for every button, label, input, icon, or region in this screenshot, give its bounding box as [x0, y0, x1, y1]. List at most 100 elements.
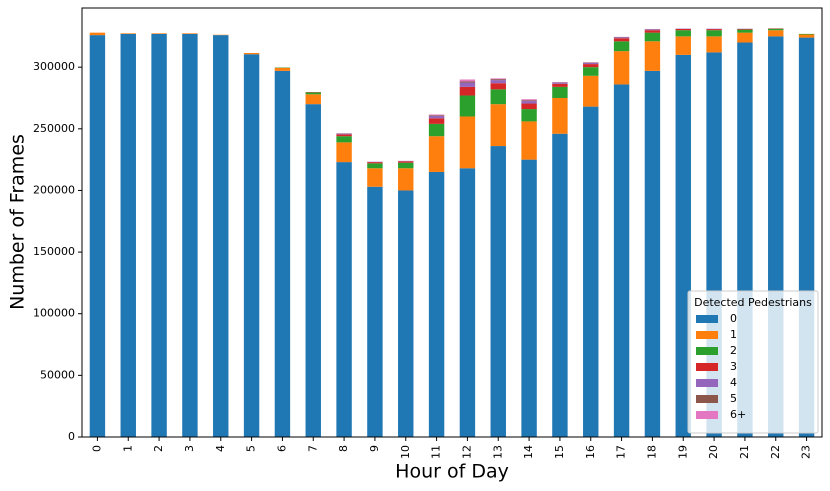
x-tick-label: 16 [584, 445, 597, 459]
x-tick-label: 1 [121, 445, 134, 452]
bar-segment [428, 171, 445, 437]
bar-segment [459, 86, 476, 96]
bar-segment [521, 109, 537, 122]
bar-segment [459, 95, 476, 117]
legend-title: Detected Pedestrians [694, 296, 812, 309]
x-tick-label: 4 [214, 445, 227, 452]
bar-segment [367, 163, 383, 169]
bar-segment [305, 94, 321, 105]
legend-swatch [696, 411, 718, 419]
bar-segment [521, 103, 537, 110]
bar-segment [428, 123, 445, 137]
bar-segment [490, 89, 506, 105]
bar-segment [459, 82, 476, 87]
bar-segment [398, 161, 414, 163]
x-tick-label: 0 [90, 445, 103, 452]
bar-segment [737, 29, 753, 33]
bar-segment [305, 104, 321, 437]
bar-segment [151, 33, 167, 34]
bar-segment [428, 114, 445, 116]
legend-swatch [696, 379, 718, 387]
bar-segment [644, 29, 661, 31]
x-tick-label: 23 [800, 445, 813, 459]
bar-segment [398, 168, 414, 191]
y-tick-label: 200000 [33, 183, 75, 196]
bar-segment [398, 162, 414, 169]
bar-segment [490, 83, 506, 90]
bar-segment [706, 30, 722, 37]
bar-segment [737, 32, 753, 43]
bar-segment [768, 30, 784, 37]
legend-swatch [696, 347, 718, 355]
y-tick-label: 250000 [33, 122, 75, 135]
bar-segment [521, 100, 537, 102]
bar-segment [644, 30, 661, 33]
bar-segment [428, 118, 445, 124]
bar-segment [675, 54, 691, 438]
y-axis-title: Number of Frames [7, 134, 29, 310]
legend-label: 4 [730, 376, 737, 389]
y-tick-label: 300000 [33, 60, 75, 73]
legend-label: 1 [730, 328, 737, 341]
x-tick-label: 15 [553, 445, 566, 459]
legend-label: 3 [730, 360, 737, 373]
x-tick-label: 12 [460, 445, 473, 459]
bar-segment [644, 70, 661, 437]
bar-segment [521, 101, 537, 104]
y-tick-label: 0 [68, 430, 75, 443]
bar-segment [336, 162, 352, 437]
bar-segment [274, 67, 291, 71]
bar-segment [151, 33, 167, 437]
bar-segment [583, 106, 599, 437]
bar-segment [706, 29, 722, 31]
legend-swatch [696, 363, 718, 371]
bar-segment [675, 36, 691, 55]
bar-segment [213, 35, 229, 437]
bar-segment [243, 52, 260, 55]
bar-segment [459, 116, 476, 169]
bar-segment [798, 34, 815, 38]
x-tick-label: 18 [645, 445, 658, 459]
x-tick-label: 6 [275, 445, 288, 452]
legend-label: 0 [730, 312, 737, 325]
bar-segment [737, 28, 753, 30]
x-tick-label: 14 [522, 445, 535, 459]
bar-segment [336, 142, 352, 163]
x-tick-label: 22 [769, 445, 782, 459]
bar-segment [243, 54, 260, 437]
bar-segment [367, 162, 383, 164]
bar-segment [120, 33, 136, 437]
legend-label: 5 [730, 392, 737, 405]
bar-segment [675, 30, 691, 37]
x-axis-title: Hour of Day [395, 461, 509, 483]
bar-segment [613, 41, 630, 52]
bar-segment [336, 134, 352, 137]
bar-segment [428, 136, 445, 172]
x-tick-label: 21 [738, 445, 751, 459]
bar-segment [675, 28, 691, 31]
bar-segment [583, 75, 599, 107]
y-tick-label: 100000 [33, 307, 75, 320]
y-tick-label: 50000 [40, 368, 75, 381]
bar-segment [367, 168, 383, 187]
bar-segment [182, 33, 198, 34]
bar-segment [521, 99, 537, 101]
bar-segment [305, 92, 321, 95]
x-tick-label: 5 [245, 445, 258, 452]
legend-label: 2 [730, 344, 737, 357]
bar-segment [521, 121, 537, 160]
bar-segment [552, 83, 568, 87]
bar-segment [490, 104, 506, 147]
bar-segment [583, 64, 599, 68]
x-tick-label: 20 [707, 445, 720, 459]
bar-segment [798, 33, 815, 35]
bar-segment [613, 51, 630, 85]
bar-segment [552, 97, 568, 134]
bar-segment [336, 133, 352, 135]
bar-segment [613, 37, 630, 39]
legend-swatch [696, 395, 718, 403]
bar-segment [182, 33, 198, 437]
x-tick-label: 10 [399, 445, 412, 459]
plot-frame [81, 7, 823, 438]
